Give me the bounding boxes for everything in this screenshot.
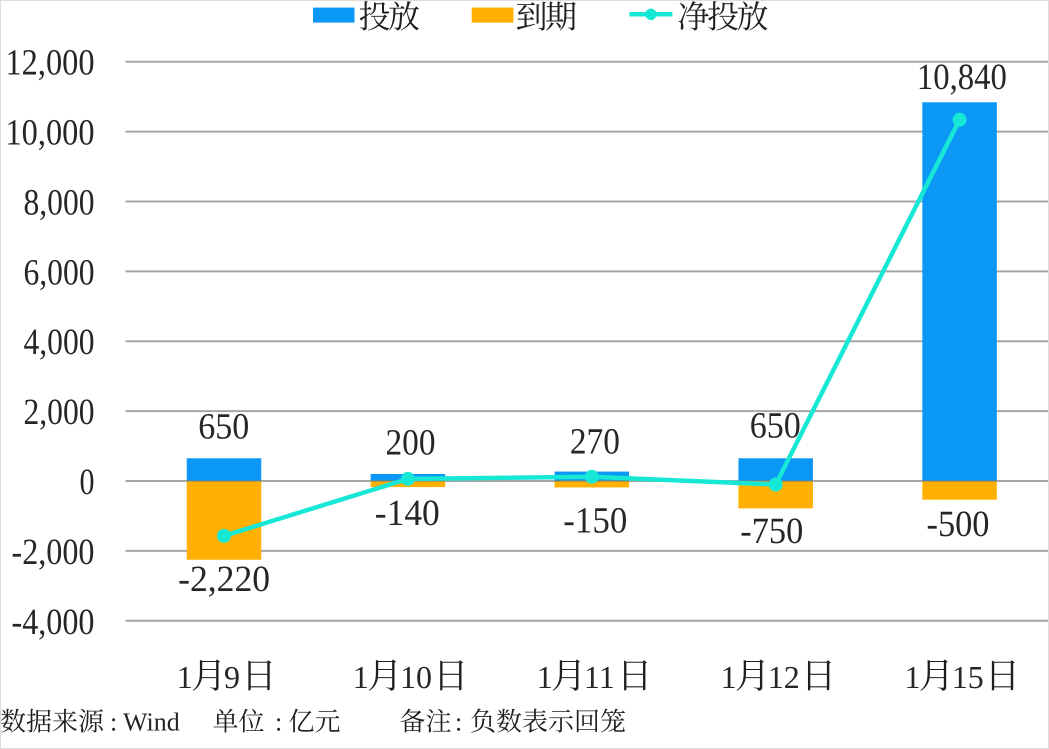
svg-text:1: 1 bbox=[177, 659, 193, 695]
svg-text:0: 0 bbox=[80, 462, 95, 503]
svg-text:10: 10 bbox=[400, 659, 432, 695]
svg-text:12,000: 12,000 bbox=[6, 43, 95, 84]
svg-text::: : bbox=[455, 708, 462, 737]
svg-text:12: 12 bbox=[768, 659, 800, 695]
svg-text:650: 650 bbox=[198, 407, 249, 448]
svg-text:1: 1 bbox=[905, 659, 921, 695]
svg-text:1: 1 bbox=[353, 659, 369, 695]
svg-text::: : bbox=[110, 708, 117, 737]
svg-text:9: 9 bbox=[224, 659, 240, 695]
svg-text:2,000: 2,000 bbox=[24, 392, 95, 433]
svg-text:-2,220: -2,220 bbox=[178, 559, 270, 600]
svg-text::: : bbox=[275, 708, 282, 737]
svg-text:1: 1 bbox=[721, 659, 737, 695]
svg-text:270: 270 bbox=[570, 421, 620, 462]
svg-text:-2,000: -2,000 bbox=[12, 532, 95, 573]
svg-text:650: 650 bbox=[750, 406, 801, 447]
svg-text:-140: -140 bbox=[375, 493, 440, 534]
svg-text:11: 11 bbox=[584, 659, 615, 695]
svg-text:-4,000: -4,000 bbox=[12, 602, 95, 643]
svg-text:Wind: Wind bbox=[123, 708, 180, 737]
svg-text:10,840: 10,840 bbox=[917, 57, 1007, 98]
svg-text:4,000: 4,000 bbox=[24, 322, 95, 363]
svg-text:-150: -150 bbox=[563, 501, 627, 542]
svg-text:200: 200 bbox=[386, 423, 436, 464]
svg-text:15: 15 bbox=[952, 659, 984, 695]
svg-text:10,000: 10,000 bbox=[6, 113, 95, 154]
svg-text:-500: -500 bbox=[927, 504, 990, 545]
svg-text:1: 1 bbox=[537, 659, 553, 695]
svg-text:8,000: 8,000 bbox=[24, 183, 95, 224]
svg-text:-750: -750 bbox=[740, 511, 803, 552]
svg-text:6,000: 6,000 bbox=[24, 252, 95, 293]
